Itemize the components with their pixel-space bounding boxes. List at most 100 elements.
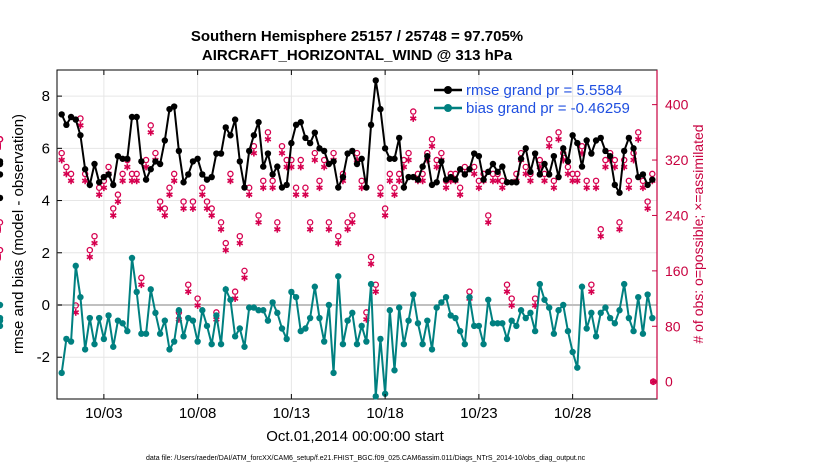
- possible-obs-point: [325, 219, 333, 226]
- bias-point: [208, 340, 215, 348]
- rmse-point: [241, 184, 248, 191]
- possible-obs-point: [635, 129, 642, 136]
- asterisk-stroke: [367, 261, 375, 267]
- rmse-point: [414, 176, 422, 183]
- possible-obs-point: [105, 163, 112, 171]
- bias-point: [489, 320, 497, 327]
- rmse-point: [255, 119, 262, 126]
- possible-obs-point: [259, 177, 267, 185]
- possible-obs-point: [578, 142, 586, 150]
- rmse-point: [245, 147, 253, 155]
- assimilated-obs-point: [147, 128, 155, 136]
- bias-point: [77, 293, 84, 301]
- asterisk-stroke: [372, 289, 380, 295]
- assimilated-obs-point: [133, 177, 141, 185]
- asterisk-stroke: [203, 206, 211, 211]
- rmse-point: [620, 147, 628, 155]
- bias-point: [227, 296, 234, 303]
- possible-obs-point: [592, 177, 600, 185]
- possible-obs-point: [386, 170, 394, 178]
- rmse-point: [349, 147, 356, 155]
- rmse-point: [142, 176, 150, 183]
- asterisk-stroke: [255, 219, 262, 225]
- asterisk-stroke: [573, 178, 581, 184]
- bias-point: [541, 296, 548, 303]
- rmse-point: [452, 176, 459, 183]
- possible-obs-point: [508, 295, 515, 302]
- asterisk-stroke: [227, 178, 234, 184]
- assimilated-obs-point: [316, 184, 323, 192]
- bias-point: [260, 307, 267, 314]
- asterisk-stroke: [433, 164, 441, 170]
- bias-point: [400, 340, 408, 348]
- bias-point: [128, 254, 136, 262]
- bias-point: [358, 322, 365, 330]
- possible-obs-point: [170, 170, 178, 178]
- bias-point: [194, 338, 201, 345]
- asterisk-stroke: [161, 213, 169, 218]
- rmse-point: [335, 184, 342, 191]
- bias-point: [199, 307, 206, 314]
- assimilated-obs-point: [245, 191, 253, 199]
- asterisk-stroke: [597, 233, 605, 239]
- rmse-point: [91, 160, 98, 168]
- rmse-point: [222, 124, 229, 131]
- rmse-point: [110, 181, 117, 189]
- bias-point: [91, 340, 98, 348]
- assimilated-obs-point: [227, 177, 234, 185]
- assimilated-obs-point: [203, 205, 211, 212]
- asterisk-stroke: [409, 116, 417, 121]
- assimilated-obs-point: [334, 239, 342, 247]
- assimilated-obs-point: [564, 170, 572, 178]
- asterisk-stroke: [147, 129, 155, 135]
- chart-subtitle: AIRCRAFT_HORIZONTAL_WIND @ 313 hPa: [202, 47, 513, 64]
- bias-point: [138, 330, 145, 337]
- possible-obs-point: [208, 205, 215, 212]
- asterisk-stroke: [583, 185, 591, 191]
- asterisk-stroke: [644, 206, 651, 211]
- rmse-point: [639, 171, 647, 178]
- possible-obs-point: [484, 212, 492, 219]
- y2-axis-label: # of obs: o=possible; ×=assimilated: [690, 124, 706, 343]
- asterisk-stroke: [114, 199, 122, 204]
- bias-point: [466, 293, 473, 301]
- rmse-point: [236, 158, 244, 165]
- rmse-point: [583, 137, 590, 144]
- y-tick-label: 2: [42, 245, 50, 262]
- rmse-point: [95, 179, 103, 186]
- asterisk-stroke: [138, 282, 145, 288]
- rmse-point: [635, 173, 642, 181]
- bias-point: [527, 309, 534, 317]
- assimilated-obs-point: [138, 281, 145, 289]
- possible-obs-point: [0, 246, 4, 254]
- asterisk-stroke: [395, 178, 403, 184]
- bias-point: [95, 314, 103, 322]
- rmse-point: [264, 150, 272, 157]
- rmse-point: [569, 132, 576, 139]
- bias-point: [630, 327, 637, 335]
- bias-point: [156, 330, 164, 337]
- possible-obs-point: [616, 219, 623, 226]
- bias-point: [339, 340, 347, 348]
- bias-point: [100, 335, 108, 343]
- possible-obs-point: [611, 156, 619, 164]
- possible-obs-point: [67, 170, 75, 178]
- asterisk-stroke: [545, 143, 553, 149]
- chart-title: Southern Hemisphere 25157 / 25748 = 97.7…: [191, 28, 523, 45]
- bias-point: [306, 314, 314, 322]
- bias-point: [81, 346, 89, 353]
- possible-obs-point: [152, 149, 159, 157]
- bias-point: [142, 330, 150, 337]
- rmse-point: [119, 155, 126, 162]
- assimilated-obs-point: [109, 212, 117, 219]
- bias-point: [274, 309, 281, 317]
- assimilated-obs-point: [273, 225, 281, 233]
- rmse-point: [578, 163, 586, 170]
- bias-point: [499, 320, 506, 327]
- possible-obs-point: [203, 198, 211, 205]
- bias-point: [456, 327, 464, 335]
- bias-point: [241, 343, 248, 350]
- assimilated-obs-point: [278, 149, 286, 157]
- bias-point: [414, 320, 422, 327]
- asterisk-stroke: [184, 289, 192, 295]
